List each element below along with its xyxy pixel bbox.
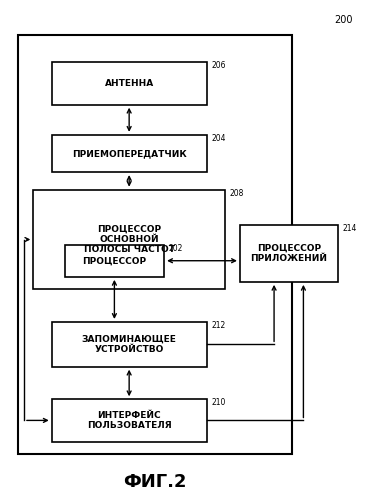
- Bar: [18, 35, 292, 454]
- Bar: [33, 190, 225, 289]
- Text: ФИГ.2: ФИГ.2: [123, 473, 187, 491]
- Bar: [52, 399, 207, 442]
- Text: ЗАПОМИНАЮЩЕЕ
УСТРОЙСТВО: ЗАПОМИНАЮЩЕЕ УСТРОЙСТВО: [82, 335, 177, 354]
- Text: ПРОЦЕССОР
ОСНОВНОЙ
ПОЛОСЫ ЧАСТОТ: ПРОЦЕССОР ОСНОВНОЙ ПОЛОСЫ ЧАСТОТ: [84, 225, 175, 254]
- Bar: [52, 135, 207, 172]
- Text: ПРОЦЕССОР: ПРОЦЕССОР: [82, 256, 146, 265]
- Bar: [240, 225, 338, 282]
- Text: АНТЕННА: АНТЕННА: [104, 79, 154, 88]
- Text: 208: 208: [230, 189, 244, 198]
- Bar: [65, 245, 164, 277]
- Text: 210: 210: [211, 398, 225, 407]
- Text: 204: 204: [211, 134, 225, 143]
- Text: ПРИЕМОПЕРЕДАТЧИК: ПРИЕМОПЕРЕДАТЧИК: [72, 149, 186, 158]
- Text: 212: 212: [211, 321, 225, 330]
- Bar: [52, 322, 207, 367]
- Bar: [52, 62, 207, 105]
- Text: 202: 202: [169, 244, 183, 252]
- Text: 206: 206: [211, 61, 225, 70]
- Text: 214: 214: [342, 224, 356, 233]
- Text: ПРОЦЕССОР
ПРИЛОЖЕНИЙ: ПРОЦЕССОР ПРИЛОЖЕНИЙ: [250, 244, 327, 263]
- Text: ИНТЕРФЕЙС
ПОЛЬЗОВАТЕЛЯ: ИНТЕРФЕЙС ПОЛЬЗОВАТЕЛЯ: [87, 411, 172, 430]
- Text: 200: 200: [334, 15, 352, 25]
